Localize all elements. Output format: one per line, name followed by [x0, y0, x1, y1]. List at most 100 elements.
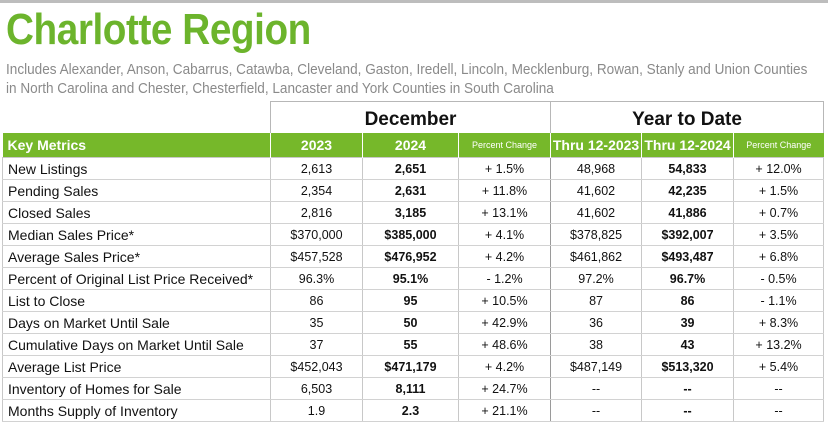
header-thru-12-2024: Thru 12-2024 — [641, 133, 734, 158]
value-thru-12-2023: -- — [550, 399, 642, 422]
percent-change-ytd: + 12.0% — [733, 157, 825, 180]
percent-change-ytd: + 3.5% — [733, 223, 825, 246]
percent-change-december: + 13.1% — [457, 201, 551, 224]
value-thru-12-2024: $513,320 — [641, 355, 734, 378]
header-percent-change-ytd: Percent Change — [733, 133, 824, 158]
metric-label: Pending Sales — [2, 179, 271, 202]
value-2024: 50 — [362, 311, 459, 334]
percent-change-ytd: + 13.2% — [733, 333, 825, 356]
value-thru-12-2024: 39 — [641, 311, 734, 334]
value-2024: 95 — [362, 289, 459, 312]
value-thru-12-2024: $392,007 — [641, 223, 734, 246]
value-thru-12-2023: 41,602 — [550, 179, 642, 202]
metric-label: Average List Price — [2, 355, 271, 378]
percent-change-december: - 1.2% — [457, 267, 551, 290]
value-2023: 2,613 — [270, 157, 363, 180]
header-2024: 2024 — [362, 133, 459, 158]
value-2024: $471,179 — [362, 355, 459, 378]
value-thru-12-2024: 41,886 — [641, 201, 734, 224]
value-2023: 96.3% — [270, 267, 363, 290]
metric-label: Median Sales Price* — [2, 223, 271, 246]
percent-change-december: + 1.5% — [457, 157, 551, 180]
header-2023: 2023 — [270, 133, 363, 158]
percent-change-ytd: -- — [733, 377, 825, 400]
table-row: New Listings 2,613 2,651 + 1.5% 48,968 54,833… — [2, 157, 825, 180]
value-2023: 86 — [270, 289, 363, 312]
value-2023: $457,528 — [270, 245, 363, 268]
ytd-group-header: Year to Date — [550, 101, 825, 133]
value-thru-12-2024: 43 — [641, 333, 734, 356]
value-2024: $476,952 — [362, 245, 459, 268]
percent-change-ytd: + 8.3% — [733, 311, 825, 334]
metric-label: Cumulative Days on Market Until Sale — [2, 333, 271, 356]
page-title: Charlotte Region — [6, 5, 311, 54]
value-thru-12-2024: $493,487 — [641, 245, 734, 268]
value-2024: 2.3 — [362, 399, 459, 422]
percent-change-december: + 42.9% — [457, 311, 551, 334]
table-row: Pending Sales 2,354 2,631 + 11.8% 41,602 42,2… — [2, 179, 825, 202]
value-thru-12-2023: 48,968 — [550, 157, 642, 180]
table-row: Inventory of Homes for Sale 6,503 8,111 + 2… — [2, 377, 825, 400]
percent-change-ytd: - 1.1% — [733, 289, 825, 312]
percent-change-ytd: + 5.4% — [733, 355, 825, 378]
value-2023: 1.9 — [270, 399, 363, 422]
percent-change-ytd: - 0.5% — [733, 267, 825, 290]
table-row: Days on Market Until Sale 35 50 + 42.9% 36 39… — [2, 311, 825, 334]
key-metrics-table: December Year to Date Key Metrics 2023 2… — [2, 101, 825, 422]
value-2023: $370,000 — [270, 223, 363, 246]
value-thru-12-2024: 86 — [641, 289, 734, 312]
top-divider — [0, 0, 828, 3]
value-thru-12-2023: 36 — [550, 311, 642, 334]
table-row: Average Sales Price* $457,528 $476,952 + 4.… — [2, 245, 825, 268]
table-row: Median Sales Price* $370,000 $385,000 + 4.1… — [2, 223, 825, 246]
table-row: Cumulative Days on Market Until Sale 37 55… — [2, 333, 825, 356]
value-thru-12-2023: -- — [550, 377, 642, 400]
metric-label: List to Close — [2, 289, 271, 312]
percent-change-december: + 4.2% — [457, 245, 551, 268]
percent-change-ytd: + 0.7% — [733, 201, 825, 224]
metric-label: Inventory of Homes for Sale — [2, 377, 271, 400]
percent-change-december: + 4.2% — [457, 355, 551, 378]
header-percent-change-december: Percent Change — [457, 133, 551, 158]
value-thru-12-2023: 38 — [550, 333, 642, 356]
value-2023: 35 — [270, 311, 363, 334]
value-2024: 2,651 — [362, 157, 459, 180]
percent-change-ytd: -- — [733, 399, 825, 422]
value-thru-12-2023: $461,862 — [550, 245, 642, 268]
percent-change-ytd: + 6.8% — [733, 245, 825, 268]
value-2024: 55 — [362, 333, 459, 356]
group-header-row: December Year to Date — [3, 101, 825, 134]
metric-label: Average Sales Price* — [2, 245, 271, 268]
blank-cell — [3, 102, 271, 134]
value-2024: 2,631 — [362, 179, 459, 202]
column-header-row: Key Metrics 2023 2024 Percent Change Thr… — [2, 133, 824, 158]
metric-label: New Listings — [2, 157, 271, 180]
table-row: Percent of Original List Price Received*… — [2, 267, 825, 290]
metric-label: Closed Sales — [2, 201, 271, 224]
table-row: Average List Price $452,043 $471,179 + 4.2%… — [2, 355, 825, 378]
table-row: Closed Sales 2,816 3,185 + 13.1% 41,602 41,88… — [2, 201, 825, 224]
value-thru-12-2023: 97.2% — [550, 267, 642, 290]
metric-label: Months Supply of Inventory — [2, 399, 271, 422]
value-thru-12-2023: 87 — [550, 289, 642, 312]
value-thru-12-2023: 41,602 — [550, 201, 642, 224]
header-thru-12-2023: Thru 12-2023 — [550, 133, 642, 158]
value-2023: 37 — [270, 333, 363, 356]
value-2024: 8,111 — [362, 377, 459, 400]
value-thru-12-2024: 42,235 — [641, 179, 734, 202]
value-2023: 6,503 — [270, 377, 363, 400]
percent-change-ytd: + 1.5% — [733, 179, 825, 202]
value-2024: 95.1% — [362, 267, 459, 290]
table-row: Months Supply of Inventory 1.9 2.3 + 21.1% -… — [2, 399, 825, 422]
percent-change-december: + 24.7% — [457, 377, 551, 400]
value-2023: 2,354 — [270, 179, 363, 202]
value-thru-12-2024: 96.7% — [641, 267, 734, 290]
percent-change-december: + 11.8% — [457, 179, 551, 202]
metric-label: Days on Market Until Sale — [2, 311, 271, 334]
value-thru-12-2024: -- — [641, 399, 734, 422]
metric-label: Percent of Original List Price Received* — [2, 267, 271, 290]
value-thru-12-2023: $378,825 — [550, 223, 642, 246]
percent-change-december: + 4.1% — [457, 223, 551, 246]
value-2023: $452,043 — [270, 355, 363, 378]
value-2024: 3,185 — [362, 201, 459, 224]
